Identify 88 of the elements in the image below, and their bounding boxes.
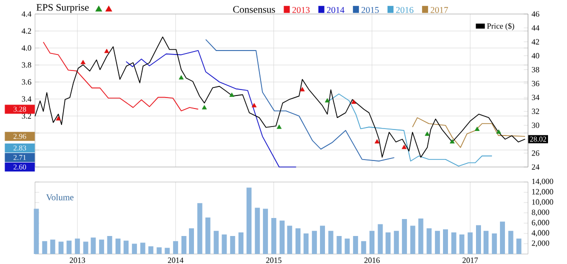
bar: [230, 236, 236, 254]
point: [324, 98, 330, 102]
bar: [378, 224, 383, 254]
bar: [484, 230, 489, 254]
bar: [271, 218, 276, 254]
bar: [418, 218, 424, 254]
legend-label: 2014: [326, 6, 344, 14]
point: [474, 126, 480, 131]
point: [496, 129, 502, 134]
bar: [58, 242, 64, 254]
bar: [508, 230, 514, 254]
bar: [107, 236, 112, 254]
bar: [394, 230, 399, 254]
legend-label: 2015: [362, 6, 379, 14]
line-series: [34, 36, 526, 158]
point: [402, 144, 407, 150]
bar: [238, 232, 244, 254]
bar: [468, 232, 473, 254]
bar: [262, 208, 268, 254]
legend-label: 2017: [430, 6, 448, 14]
bar: [116, 238, 121, 254]
bar: [148, 246, 154, 254]
bar: [132, 244, 137, 254]
bar: [386, 232, 391, 254]
bar: [205, 217, 210, 254]
bar: [197, 203, 202, 254]
bar: [320, 226, 325, 254]
bar: [34, 208, 39, 254]
bar: [451, 232, 456, 254]
bar: [516, 238, 522, 254]
bar: [492, 233, 497, 254]
chart-title: EPS Surprise: [36, 4, 89, 13]
point: [202, 105, 207, 110]
legend-label: 2016: [396, 6, 414, 14]
bar: [328, 230, 334, 254]
text: Volume: [46, 194, 74, 200]
bar: [369, 230, 374, 254]
bar: [295, 228, 300, 254]
bar: [336, 236, 342, 254]
bar: [410, 226, 416, 254]
bar: [83, 242, 88, 254]
bar: [188, 228, 194, 254]
bar: [74, 238, 80, 254]
bar: [312, 230, 317, 254]
bar: [50, 240, 56, 254]
line-series: [412, 117, 526, 148]
bar: [246, 188, 252, 254]
bar: [442, 229, 448, 254]
point: [178, 75, 184, 80]
point: [450, 139, 455, 144]
bar: [181, 236, 186, 254]
bar: [173, 241, 178, 254]
bar: [459, 234, 464, 254]
point: [80, 60, 86, 64]
bar: [90, 238, 96, 254]
bar: [361, 241, 366, 254]
point: [424, 132, 430, 136]
bar: [344, 238, 350, 254]
bar: [280, 220, 285, 254]
bar: [426, 228, 432, 254]
bar: [124, 240, 129, 254]
bar: [156, 247, 162, 254]
legend-label: 2013: [292, 6, 310, 14]
point: [104, 48, 110, 54]
bar: [164, 248, 170, 254]
point: [56, 116, 61, 121]
bar: [287, 226, 292, 254]
point: [351, 100, 356, 104]
point: [276, 124, 282, 129]
point: [300, 87, 305, 92]
bar: [222, 234, 227, 254]
line-series: [42, 42, 199, 112]
point: [229, 92, 234, 97]
bar: [254, 208, 260, 254]
point: [252, 103, 257, 108]
bar: [402, 219, 407, 254]
point: [374, 139, 380, 144]
bar: [66, 240, 72, 254]
legend-title: Consensus: [233, 6, 276, 13]
bar: [42, 241, 48, 254]
bar: [434, 230, 440, 254]
bar: [500, 222, 505, 254]
bar: [304, 233, 309, 254]
bar: [214, 230, 219, 254]
bar: [476, 225, 482, 254]
bar: [140, 242, 146, 254]
bar: [353, 236, 358, 254]
bar: [99, 240, 104, 254]
